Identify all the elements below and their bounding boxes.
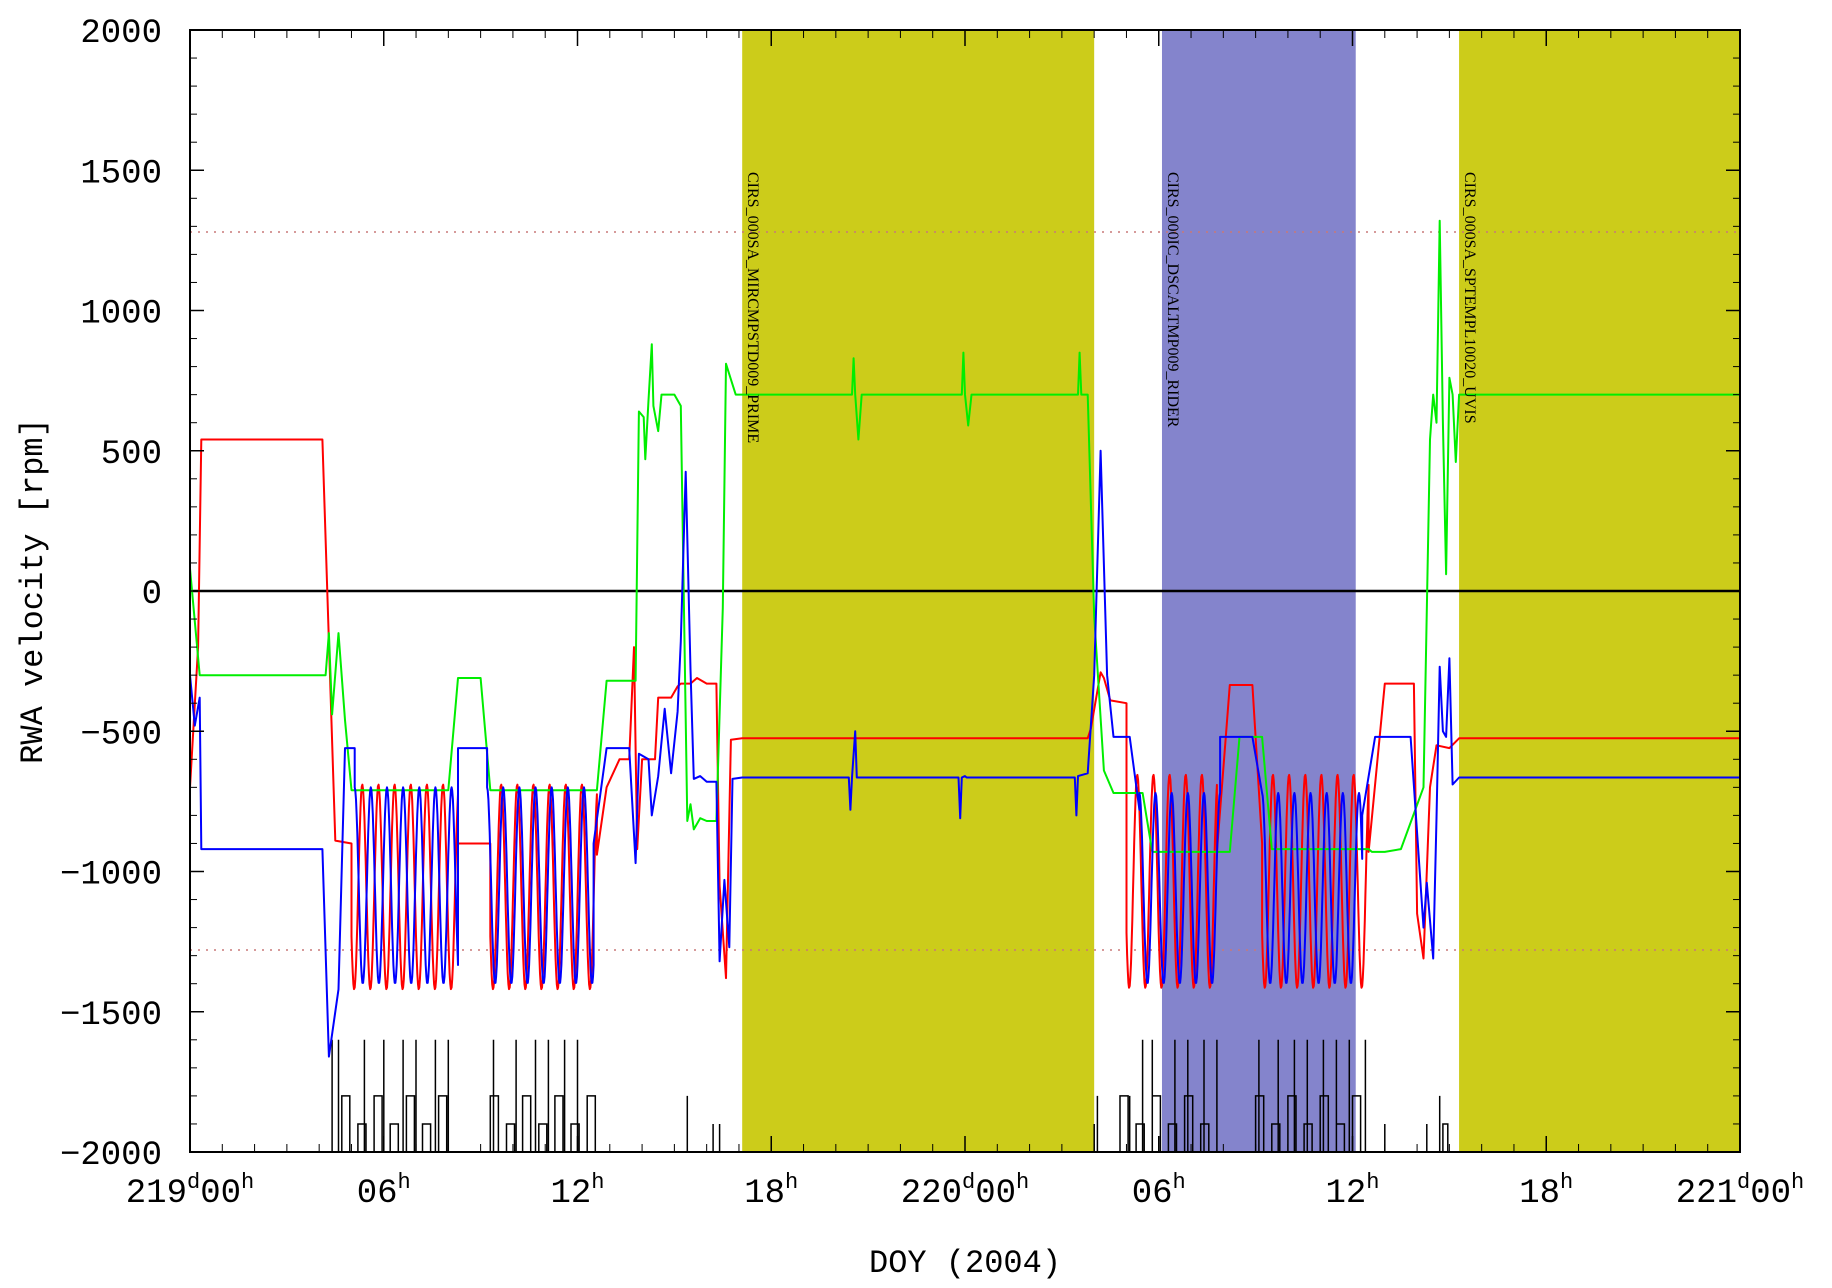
x-tick-label: 18h [744,1170,798,1213]
band-label-2: CIRS_000IC_DSCALTMP009_RIDER [1164,172,1181,428]
x-tick-label-unit: h [1016,1170,1029,1195]
band-labels-layer: CIRS_000SA_MIRCMPSTD009_PRIME CIRS_000IC_… [744,172,1478,443]
y-tick-label: 500 [101,436,162,474]
x-tick-label-unit: h [241,1170,254,1195]
y-tick-label: −500 [80,716,162,754]
x-tick-label: 18h [1519,1170,1573,1213]
x-tick-label: 221d00h [1676,1170,1804,1213]
x-tick-label-value: 00 [200,1175,241,1213]
band-label-3: CIRS_000SA_SPTEMPL10020_UVIS [1461,172,1478,424]
y-tick-label: −1000 [60,857,162,895]
event-markers [331,1039,1449,1152]
x-tick-label-value: 12 [550,1175,591,1213]
x-tick-label-value: 00 [975,1175,1016,1213]
x-tick-label-unit: h [1791,1170,1804,1195]
series-line-2 [189,219,1740,853]
y-tick-label: 2000 [80,15,162,53]
x-tick-label: 12h [550,1170,604,1213]
events-layer [331,1039,1449,1152]
x-tick-label: 06h [357,1170,411,1213]
x-tick-label-unit: h [591,1170,604,1195]
x-tick-label-value: 06 [1132,1175,1173,1213]
x-tick-label-unit: h [785,1170,798,1195]
x-tick-label-unit: h [398,1170,411,1195]
y-tick-label: −2000 [60,1137,162,1175]
band-label-1: CIRS_000SA_MIRCMPSTD009_PRIME [744,172,761,443]
x-tick-label: 219d00h [126,1170,254,1213]
x-tick-label-value: 12 [1325,1175,1366,1213]
x-axis-title: DOY (2004) [869,1245,1061,1282]
x-tick-label-value: 18 [1519,1175,1560,1213]
x-tick-label-unit: h [1173,1170,1186,1195]
x-tick-label-unit: h [1366,1170,1379,1195]
y-tick-label: 1000 [80,296,162,334]
y-axis-title: RWA velocity [rpm] [15,418,52,764]
reference-lines-layer [190,231,1740,951]
x-tick-label-unit: d [962,1170,975,1195]
x-tick-label: 06h [1132,1170,1186,1213]
x-tick-label-value: 00 [1750,1175,1791,1213]
x-tick-label-value: 219 [126,1175,187,1213]
x-tick-label-value: 18 [744,1175,785,1213]
x-tick-label-value: 220 [901,1175,962,1213]
x-tick-label-value: 221 [1676,1175,1737,1213]
x-tick-label-unit: d [1737,1170,1750,1195]
x-tick-label: 12h [1325,1170,1379,1213]
y-tick-label: −1500 [60,997,162,1035]
series-line-3 [189,449,1740,1058]
series-layer [189,219,1740,1058]
y-tick-label: 1500 [80,155,162,193]
x-tick-label-unit: h [1560,1170,1573,1195]
x-tick-label: 220d00h [901,1170,1029,1213]
y-tick-label: 0 [142,576,162,614]
y-axis: 2000 1500 1000 500 0 −500 −1000 −1500 −2000 [60,15,1740,1175]
x-tick-label-unit: d [187,1170,200,1195]
x-axis: 219d00h 06h 12h 18h 220d00h 06h 12h 18h 221d00h [126,30,1804,1213]
x-tick-label-value: 06 [357,1175,398,1213]
